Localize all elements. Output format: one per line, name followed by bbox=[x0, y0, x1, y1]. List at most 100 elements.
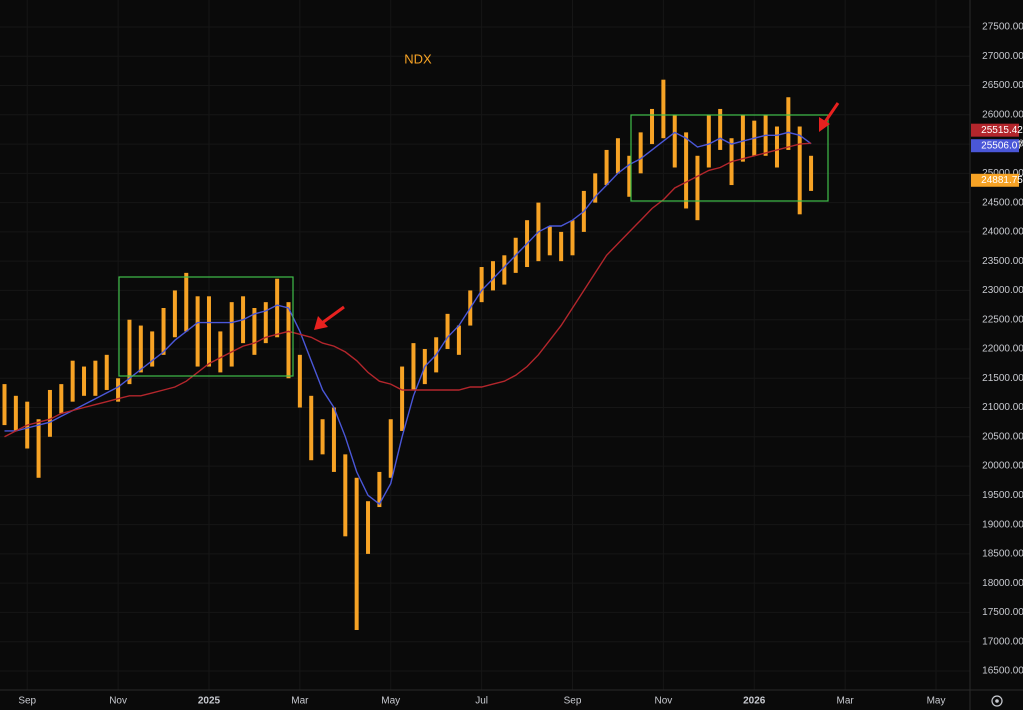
chart-title: NDX bbox=[404, 51, 432, 66]
moving-average-line bbox=[4, 131, 812, 506]
price-bar bbox=[400, 366, 405, 431]
price-bar bbox=[388, 419, 393, 478]
y-tick-label: 22500.00 bbox=[982, 314, 1023, 325]
price-bar bbox=[479, 267, 484, 303]
y-tick-label: 17000.00 bbox=[982, 636, 1023, 647]
y-tick-label: 24000.00 bbox=[982, 227, 1023, 238]
y-tick-label: 25000.00 bbox=[982, 168, 1023, 179]
price-bar bbox=[195, 296, 200, 367]
price-bar bbox=[559, 231, 564, 262]
settings-icon[interactable] bbox=[991, 695, 1003, 707]
x-tick-label: May bbox=[927, 696, 946, 707]
x-tick-label: Sep bbox=[564, 696, 582, 707]
price-bar bbox=[36, 419, 41, 478]
price-bar bbox=[138, 325, 143, 373]
price-bar bbox=[638, 132, 643, 174]
price-bar bbox=[116, 378, 121, 402]
x-tick-label: Mar bbox=[837, 696, 855, 707]
price-bar bbox=[82, 366, 87, 396]
price-bar bbox=[695, 155, 700, 221]
y-tick-label: 17500.00 bbox=[982, 607, 1023, 618]
y-tick-label: 26500.00 bbox=[982, 80, 1023, 91]
moving-average-line bbox=[4, 142, 812, 438]
price-bar bbox=[627, 155, 632, 197]
y-tick-label: 20500.00 bbox=[982, 431, 1023, 442]
price-bar bbox=[150, 331, 155, 367]
price-label-bg bbox=[971, 123, 1019, 137]
x-tick-label: Nov bbox=[109, 696, 127, 707]
y-tick-label: 27000.00 bbox=[982, 51, 1023, 62]
y-tick-label: 21500.00 bbox=[982, 373, 1023, 384]
price-bar bbox=[354, 477, 359, 630]
price-bar bbox=[547, 226, 552, 256]
y-tick-label: 22000.00 bbox=[982, 344, 1023, 355]
x-tick-label: Mar bbox=[291, 696, 309, 707]
price-bar bbox=[252, 308, 257, 355]
x-tick-label: 2026 bbox=[743, 696, 766, 707]
price-bar bbox=[570, 220, 575, 256]
price-bar bbox=[661, 79, 666, 139]
price-bar bbox=[445, 313, 450, 349]
price-bar bbox=[47, 389, 52, 437]
y-tick-label: 19000.00 bbox=[982, 519, 1023, 530]
price-bar bbox=[672, 114, 677, 168]
range-box bbox=[118, 276, 294, 377]
price-label-bg bbox=[971, 139, 1019, 153]
price-bar bbox=[366, 501, 371, 554]
price-bar bbox=[309, 395, 314, 461]
y-tick-label: 23000.00 bbox=[982, 285, 1023, 296]
price-bar bbox=[275, 278, 280, 338]
y-tick-label: 18000.00 bbox=[982, 578, 1023, 589]
y-tick-label: 16500.00 bbox=[982, 666, 1023, 677]
price-bar bbox=[684, 132, 689, 209]
range-box bbox=[630, 114, 829, 202]
price-bar bbox=[172, 290, 177, 338]
price-bar bbox=[786, 97, 791, 150]
lines bbox=[4, 131, 812, 506]
price-bar bbox=[320, 419, 325, 455]
price-bar bbox=[343, 454, 348, 537]
price-bar bbox=[490, 261, 495, 291]
price-bar bbox=[502, 255, 507, 285]
price-bar bbox=[797, 126, 802, 215]
price-bar bbox=[263, 302, 268, 344]
y-tick-label: 26000.00 bbox=[982, 109, 1023, 120]
y-tick-label: 27500.00 bbox=[982, 22, 1023, 33]
y-tick-label: 20000.00 bbox=[982, 461, 1023, 472]
y-tick-label: 24500.00 bbox=[982, 197, 1023, 208]
price-bar bbox=[93, 360, 98, 396]
y-tick-label: 18500.00 bbox=[982, 549, 1023, 560]
price-bar bbox=[286, 302, 291, 379]
price-bar bbox=[331, 407, 336, 472]
arrow bbox=[819, 102, 840, 132]
y-tick-label: 19500.00 bbox=[982, 490, 1023, 501]
price-bar bbox=[718, 108, 723, 150]
price-bar bbox=[604, 149, 609, 186]
price-bar bbox=[229, 302, 234, 367]
price-bar bbox=[104, 354, 109, 390]
price-bar bbox=[377, 471, 382, 508]
price-bar bbox=[206, 296, 211, 367]
price-bar bbox=[184, 272, 189, 332]
price-bar bbox=[70, 360, 75, 402]
x-tick-label: May bbox=[381, 696, 400, 707]
price-bar bbox=[706, 114, 711, 168]
price-bar bbox=[456, 325, 461, 355]
x-tick-label: Jul bbox=[475, 696, 488, 707]
price-label: 24881.75 bbox=[981, 175, 1023, 186]
x-tick-label: 2025 bbox=[198, 696, 221, 707]
price-bar bbox=[127, 319, 132, 385]
price-bar bbox=[593, 173, 598, 203]
price-label: 25506.07 bbox=[981, 140, 1023, 151]
y-tick-label: 21000.00 bbox=[982, 402, 1023, 413]
price-bar bbox=[59, 384, 64, 414]
price-bar bbox=[411, 343, 416, 390]
price-bar bbox=[650, 108, 655, 145]
axis: 16500.00 17000.00 17500.00 18000.00 18500.00… bbox=[18, 22, 1023, 707]
x-tick-label: Sep bbox=[18, 696, 36, 707]
price-bar bbox=[218, 331, 223, 373]
price-bar bbox=[615, 138, 620, 174]
